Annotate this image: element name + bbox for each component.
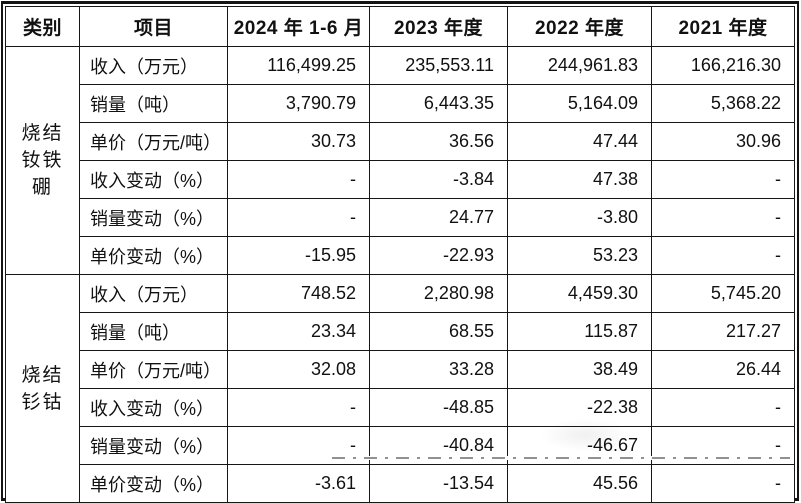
value-cell: 5,745.20 bbox=[651, 274, 795, 313]
value-cell: 30.73 bbox=[227, 122, 370, 161]
value-cell: 36.56 bbox=[369, 122, 508, 161]
table-row: 单价变动（%） -3.61 -13.54 45.56 - bbox=[6, 464, 795, 503]
value-cell: 47.44 bbox=[507, 122, 652, 161]
value-cell: - bbox=[227, 388, 370, 427]
value-cell: 30.96 bbox=[651, 122, 795, 161]
value-cell: -40.84 bbox=[369, 426, 508, 465]
header-category: 类别 bbox=[5, 6, 80, 47]
value-cell: -48.85 bbox=[369, 388, 508, 427]
value-cell: 32.08 bbox=[227, 350, 370, 389]
row-label: 收入变动（%） bbox=[79, 160, 228, 199]
row-label: 销量变动（%） bbox=[79, 426, 228, 465]
header-row: 类别 项目 2024 年 1-6 月 2023 年度 2022 年度 2021 … bbox=[5, 6, 795, 47]
value-cell: 4,459.30 bbox=[507, 274, 652, 313]
table-row: 收入变动（%） - -3.84 47.38 - bbox=[6, 160, 795, 199]
category-cell-ndfeb: 烧结 钕铁 硼 bbox=[5, 46, 80, 275]
value-cell: - bbox=[227, 160, 370, 199]
header-period-2021: 2021 年度 bbox=[651, 6, 795, 47]
value-cell: 47.38 bbox=[507, 160, 652, 199]
header-period-2023: 2023 年度 bbox=[369, 6, 508, 47]
value-cell: -3.84 bbox=[369, 160, 508, 199]
row-label: 销量（吨） bbox=[79, 84, 228, 123]
value-cell: - bbox=[651, 426, 795, 465]
value-cell: - bbox=[651, 160, 795, 199]
value-cell: - bbox=[227, 198, 370, 237]
table-row: 收入变动（%） - -48.85 -22.38 - bbox=[6, 388, 795, 427]
value-cell: -22.38 bbox=[507, 388, 652, 427]
value-cell: 2,280.98 bbox=[369, 274, 508, 313]
value-cell: - bbox=[227, 426, 370, 465]
row-label: 收入（万元） bbox=[79, 274, 228, 313]
category-line: 烧结 bbox=[21, 123, 64, 144]
row-label: 收入变动（%） bbox=[79, 388, 228, 427]
value-cell: 217.27 bbox=[651, 312, 795, 351]
table-row: 单价变动（%） -15.95 -22.93 53.23 - bbox=[6, 236, 795, 275]
row-label: 销量（吨） bbox=[79, 312, 228, 351]
value-cell: 5,164.09 bbox=[507, 84, 652, 123]
header-item: 项目 bbox=[79, 6, 228, 47]
table-row: 销量变动（%） - -40.84 -46.67 - bbox=[6, 426, 795, 465]
value-cell: -22.93 bbox=[369, 236, 508, 275]
value-cell: 53.23 bbox=[507, 236, 652, 275]
value-cell: 68.55 bbox=[369, 312, 508, 351]
table-row: 烧结 钐钴 收入（万元） 748.52 2,280.98 4,459.30 5,… bbox=[5, 274, 795, 503]
table-row: 销量（吨） 3,790.79 6,443.35 5,164.09 5,368.2… bbox=[6, 84, 795, 123]
value-cell: 24.77 bbox=[369, 198, 508, 237]
table-row: 销量（吨） 23.34 68.55 115.87 217.27 bbox=[6, 312, 795, 351]
row-label: 收入（万元） bbox=[79, 46, 228, 85]
value-cell: 3,790.79 bbox=[227, 84, 370, 123]
value-cell: 116,499.25 bbox=[227, 46, 370, 85]
value-cell: 26.44 bbox=[651, 350, 795, 389]
value-cell: 244,961.83 bbox=[507, 46, 652, 85]
financial-table: 类别 项目 2024 年 1-6 月 2023 年度 2022 年度 2021 … bbox=[5, 6, 795, 503]
category-line: 钐钴 bbox=[21, 391, 64, 413]
row-label: 单价（万元/吨） bbox=[79, 122, 228, 161]
value-cell: -3.80 bbox=[507, 198, 652, 237]
category-line: 钕铁 bbox=[21, 150, 64, 171]
value-cell: 748.52 bbox=[227, 274, 370, 313]
value-cell: 38.49 bbox=[507, 350, 652, 389]
category-line: 烧结 bbox=[21, 364, 64, 386]
row-label: 销量变动（%） bbox=[79, 198, 228, 237]
value-cell: - bbox=[651, 388, 795, 427]
table-row: 单价（万元/吨） 30.73 36.56 47.44 30.96 bbox=[6, 122, 795, 161]
table-row: 烧结 钕铁 硼 收入（万元） 116,499.25 235,553.11 244… bbox=[5, 46, 795, 275]
value-cell: - bbox=[651, 198, 795, 237]
header-period-2022: 2022 年度 bbox=[507, 6, 652, 47]
row-label: 单价变动（%） bbox=[79, 464, 228, 503]
category-cell-smco: 烧结 钐钴 bbox=[5, 274, 80, 503]
row-label: 单价变动（%） bbox=[79, 236, 228, 275]
table-row: 单价（万元/吨） 32.08 33.28 38.49 26.44 bbox=[6, 350, 795, 389]
value-cell: -3.61 bbox=[227, 464, 370, 503]
value-cell: 235,553.11 bbox=[369, 46, 508, 85]
value-cell: 23.34 bbox=[227, 312, 370, 351]
value-cell: 115.87 bbox=[507, 312, 652, 351]
row-label: 单价（万元/吨） bbox=[79, 350, 228, 389]
category-line: 硼 bbox=[31, 177, 53, 198]
header-period-2024: 2024 年 1-6 月 bbox=[227, 6, 370, 47]
value-cell: 5,368.22 bbox=[651, 84, 795, 123]
value-cell: - bbox=[651, 236, 795, 275]
value-cell: 6,443.35 bbox=[369, 84, 508, 123]
table-row: 销量变动（%） - 24.77 -3.80 - bbox=[6, 198, 795, 237]
value-cell: -46.67 bbox=[507, 426, 652, 465]
value-cell: 166,216.30 bbox=[651, 46, 795, 85]
value-cell: - bbox=[651, 464, 795, 503]
value-cell: -13.54 bbox=[369, 464, 508, 503]
value-cell: -15.95 bbox=[227, 236, 370, 275]
value-cell: 33.28 bbox=[369, 350, 508, 389]
value-cell: 45.56 bbox=[507, 464, 652, 503]
